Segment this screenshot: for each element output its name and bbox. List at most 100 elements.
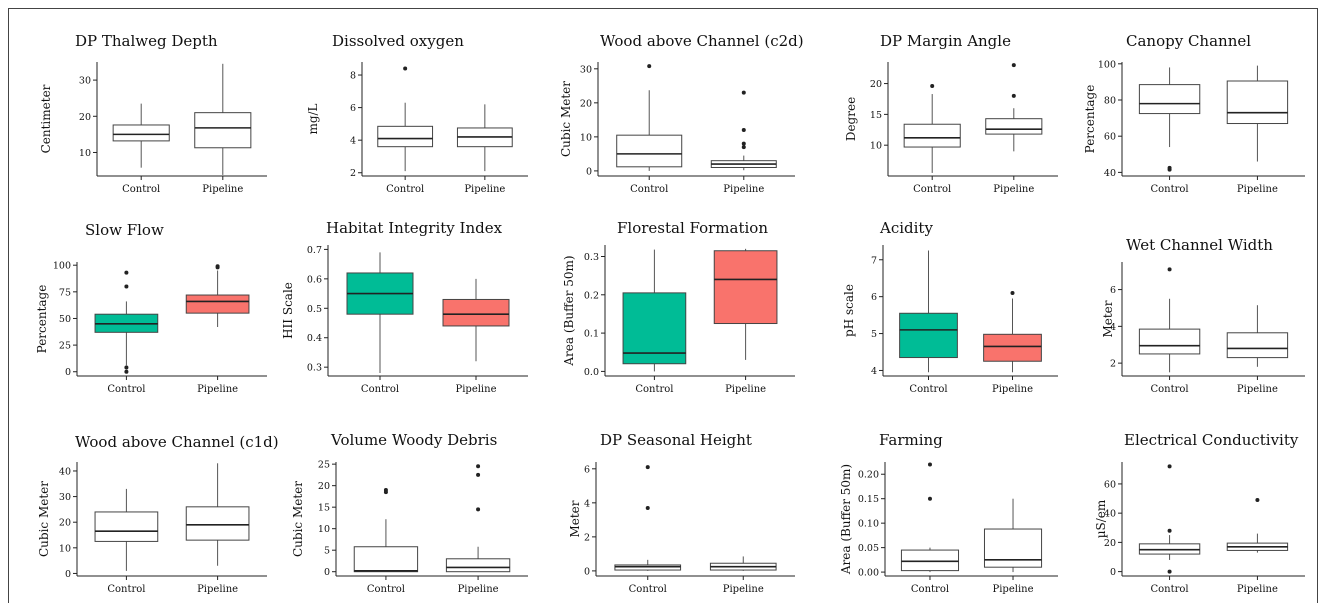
outlier-point	[1167, 528, 1172, 533]
box	[903, 123, 961, 148]
y-axis-label: Cubic Meter	[559, 81, 573, 157]
y-tick-label: 4	[350, 136, 356, 147]
y-tick-label: 40	[59, 466, 71, 477]
y-tick-label: 20	[59, 518, 71, 529]
y-tick-label: 100	[53, 261, 71, 272]
x-tick-label: Pipeline	[993, 184, 1034, 195]
y-tick-label: 2	[584, 532, 590, 543]
outlier-point	[124, 270, 129, 275]
panel-title: Volume Woody Debris	[330, 431, 497, 449]
x-tick-label: Control	[911, 584, 949, 595]
y-tick-label: 0.10	[858, 519, 879, 530]
x-tick-label: Control	[1151, 184, 1189, 195]
x-tick-label: Pipeline	[723, 584, 764, 595]
box	[616, 134, 683, 168]
x-tick-label: Control	[1151, 584, 1189, 595]
box	[1226, 80, 1289, 125]
y-tick-label: 0	[65, 569, 71, 580]
y-tick-label: 30	[580, 64, 592, 75]
y-tick-label: 0.05	[858, 543, 879, 554]
y-tick-label: 40	[1104, 509, 1116, 520]
y-tick-label: 30	[59, 492, 71, 503]
outlier-point	[403, 66, 408, 71]
box	[983, 528, 1043, 568]
y-tick-label: 0.4	[307, 333, 322, 344]
outlier-point	[476, 507, 481, 512]
outlier-point	[383, 487, 388, 492]
y-tick-label: 5	[324, 546, 330, 557]
x-tick-label: Pipeline	[458, 584, 499, 595]
box	[1226, 332, 1289, 359]
box	[983, 333, 1042, 362]
x-tick-label: Control	[630, 184, 668, 195]
panel-title: Farming	[879, 431, 943, 449]
panel-title: Slow Flow	[85, 221, 164, 239]
y-tick-label: 60	[1104, 479, 1116, 490]
x-tick-label: Pipeline	[1237, 384, 1278, 395]
x-tick-label: Pipeline	[992, 384, 1033, 395]
x-tick-label: Pipeline	[197, 384, 238, 395]
panel-title: Canopy Channel	[1126, 32, 1251, 50]
x-tick-label: Control	[913, 184, 951, 195]
y-tick-label: 60	[1104, 132, 1116, 143]
y-axis-label: µS/em	[1094, 499, 1108, 538]
x-tick-label: Pipeline	[202, 184, 243, 195]
box	[442, 298, 510, 327]
y-tick-label: 75	[59, 287, 71, 298]
outlier-point	[645, 505, 650, 510]
y-axis-label: Area (Buffer 50m)	[839, 464, 853, 575]
outlier-point	[1167, 267, 1172, 272]
y-tick-label: 0.2	[584, 290, 599, 301]
y-tick-label: 0.1	[584, 329, 599, 340]
y-tick-label: 6	[871, 292, 877, 303]
box	[185, 506, 250, 541]
box	[899, 312, 958, 359]
outlier-point	[215, 264, 220, 269]
x-tick-label: Control	[122, 184, 160, 195]
x-tick-label: Pipeline	[1237, 184, 1278, 195]
outlier-point	[930, 84, 935, 89]
y-tick-label: 0.00	[858, 568, 879, 579]
y-tick-label: 10	[870, 141, 882, 152]
y-tick-label: 20	[580, 98, 592, 109]
panel-title: Electrical Conductivity	[1124, 431, 1299, 449]
x-tick-label: Pipeline	[723, 184, 764, 195]
outlier-point	[927, 496, 932, 501]
panel-title: Wet Channel Width	[1126, 236, 1273, 254]
outlier-point	[1167, 165, 1172, 170]
x-tick-label: Control	[629, 584, 667, 595]
y-tick-label: 4	[871, 366, 877, 377]
x-tick-label: Control	[386, 184, 424, 195]
y-tick-label: 0.6	[307, 274, 322, 285]
box	[194, 112, 252, 149]
outlier-point	[1010, 290, 1015, 295]
y-tick-label: 0	[324, 567, 330, 578]
y-tick-label: 2	[1110, 359, 1116, 370]
y-tick-label: 0.0	[584, 367, 599, 378]
y-tick-label: 4	[584, 498, 590, 509]
y-axis-label: Meter	[1101, 300, 1115, 337]
outlier-point	[476, 472, 481, 477]
x-tick-label: Pipeline	[725, 384, 766, 395]
box	[185, 294, 250, 314]
outlier-point	[741, 141, 746, 146]
box	[112, 124, 170, 142]
x-tick-label: Pipeline	[1237, 584, 1278, 595]
y-tick-label: 0	[584, 566, 590, 577]
box	[377, 125, 434, 148]
y-axis-label: pH scale	[842, 284, 856, 337]
y-tick-label: 0	[1110, 567, 1116, 578]
y-tick-label: 25	[318, 460, 330, 471]
box	[353, 546, 419, 573]
y-tick-label: 15	[318, 503, 330, 514]
y-tick-label: 25	[59, 341, 71, 352]
x-tick-label: Control	[635, 384, 673, 395]
y-tick-label: 7	[871, 255, 877, 266]
y-tick-label: 0.7	[307, 245, 322, 256]
panel-title: DP Thalweg Depth	[75, 32, 218, 50]
outlier-point	[1011, 93, 1016, 98]
y-tick-label: 30	[79, 76, 91, 87]
y-tick-label: 10	[59, 543, 71, 554]
y-tick-label: 100	[1098, 59, 1116, 70]
